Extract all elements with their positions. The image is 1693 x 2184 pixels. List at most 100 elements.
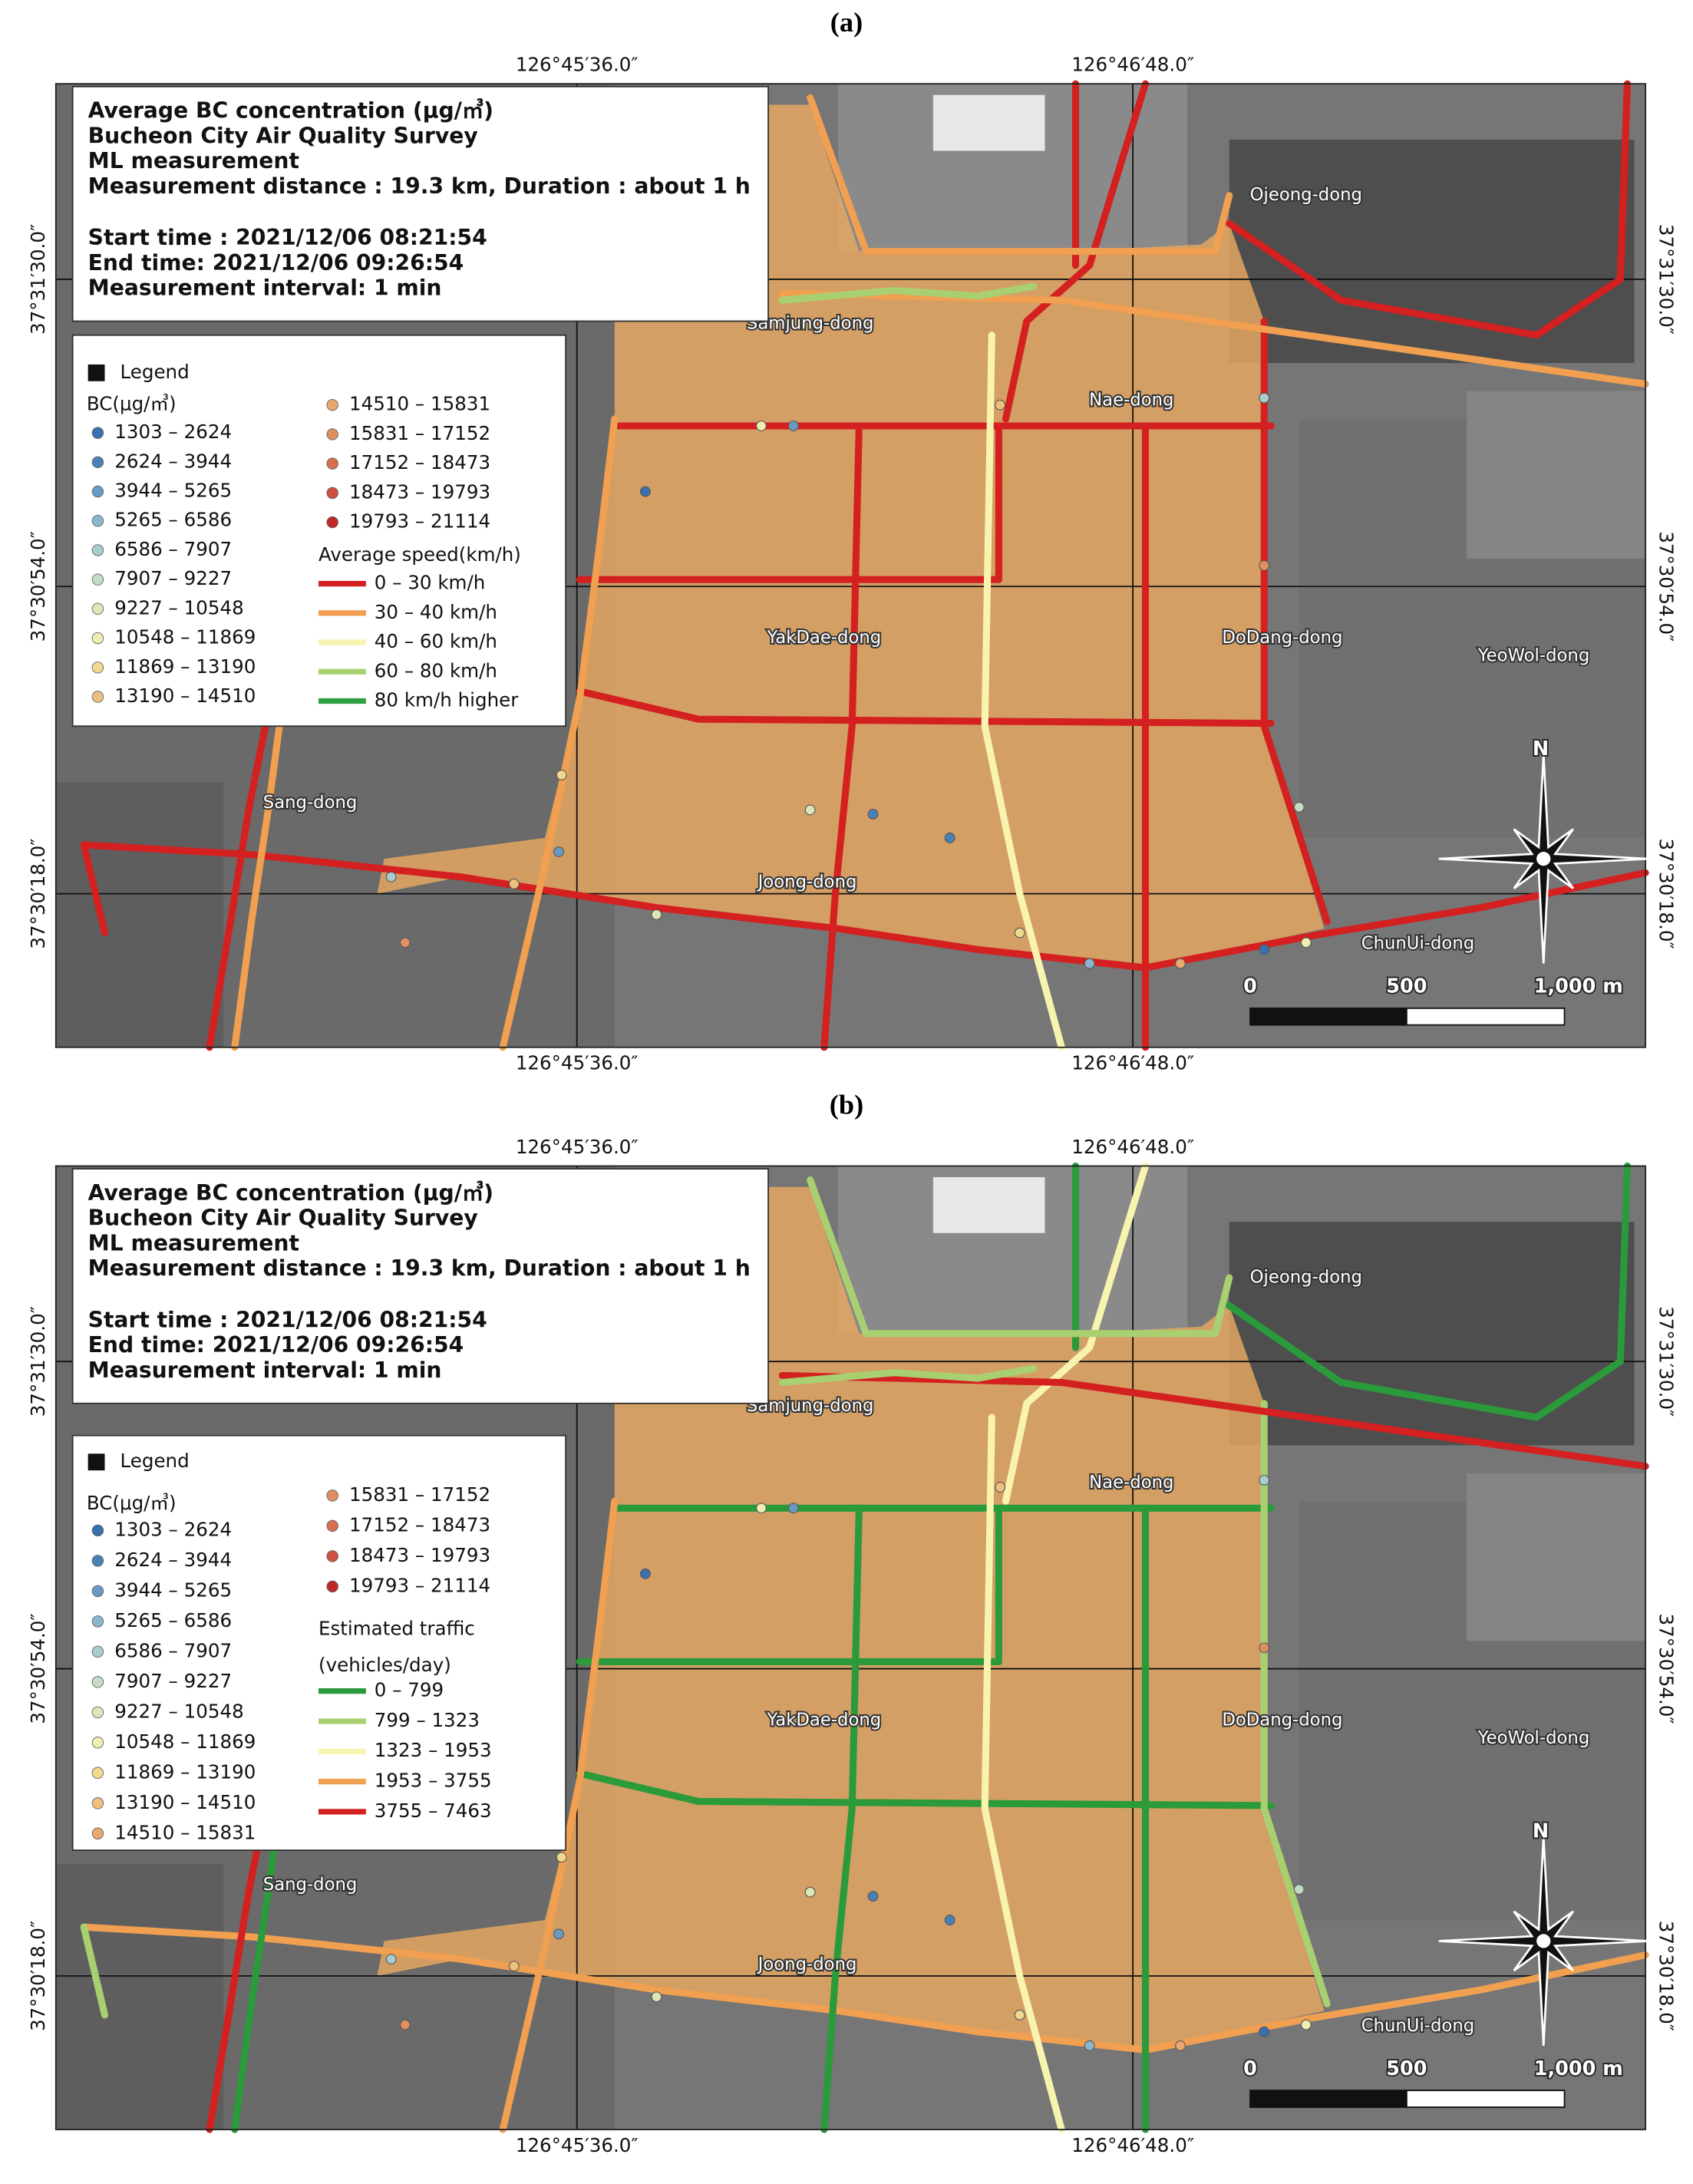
measurement-point — [867, 808, 879, 820]
road — [499, 415, 619, 1051]
legend-item: 0 – 30 km/h — [375, 572, 486, 594]
road — [1226, 80, 1632, 339]
legend-item: 15831 – 17152 — [349, 1483, 490, 1506]
latitude-label: 37°30′18.0″ — [1655, 839, 1678, 949]
longitude-label: 126°45′36.0″ — [516, 1136, 639, 1158]
measurement-point — [756, 1503, 767, 1514]
scale-bar — [1249, 1007, 1408, 1026]
legend-item: 18473 – 19793 — [349, 480, 490, 503]
compass-center — [1536, 1934, 1551, 1948]
legend-swatch — [91, 1615, 104, 1628]
legend-swatch — [91, 573, 104, 586]
longitude-label: 126°46′48.0″ — [1071, 2134, 1194, 2156]
place-name: Joong-dong — [757, 873, 857, 892]
legend-swatch — [91, 632, 104, 645]
legend-item: 9227 – 10548 — [114, 596, 243, 619]
info-line: Measurement interval: 1 min — [88, 275, 442, 301]
legend-item: 13190 – 14510 — [114, 1791, 256, 1813]
road — [778, 1364, 1038, 1387]
road — [778, 289, 1649, 388]
place-name: YakDae-dong — [767, 628, 882, 648]
legend-item: 19793 – 21114 — [349, 1574, 490, 1596]
legend-item: 1323 – 1953 — [375, 1739, 492, 1761]
legend-box — [71, 334, 567, 727]
terrain — [1467, 391, 1646, 559]
latitude-label: 37°31′30.0″ — [27, 1306, 49, 1417]
measurement-point — [385, 1954, 397, 1965]
road — [778, 282, 1038, 304]
place-name: Sang-dong — [263, 1875, 358, 1895]
measurement-point — [639, 1568, 651, 1579]
legend-item: 1953 – 3755 — [375, 1770, 492, 1792]
info-line: Bucheon City Air Quality Survey — [88, 1206, 478, 1231]
measurement-point — [787, 1503, 799, 1514]
building — [932, 94, 1045, 151]
scale-label: 0 — [1243, 2057, 1257, 2080]
road — [80, 841, 1649, 972]
latitude-label: 37°30′54.0″ — [1655, 1613, 1678, 1724]
measurement-point — [651, 1991, 662, 2003]
latitude-label: 37°31′30.0″ — [1655, 224, 1678, 335]
place-name: Ojeong-dong — [1250, 185, 1362, 205]
road — [1002, 80, 1150, 423]
terrain — [55, 782, 224, 1047]
legend-item: 3944 – 5265 — [114, 1579, 232, 1601]
legend-item: 7907 – 9227 — [114, 567, 232, 589]
measurement-point — [804, 1886, 816, 1898]
building — [932, 1177, 1045, 1233]
road — [778, 1371, 1649, 1470]
measurement-point — [1293, 801, 1305, 813]
legend-swatch — [91, 1797, 104, 1810]
info-line: Measurement interval: 1 min — [88, 1358, 442, 1383]
measurement-point — [995, 1482, 1006, 1493]
legend-swatch — [326, 428, 338, 440]
measurement-point — [399, 937, 411, 948]
bc-title: BC(μg/㎥) — [87, 1492, 177, 1514]
measurement-point — [995, 399, 1006, 411]
place-name: Nae-dong — [1089, 391, 1173, 411]
latitude-label: 37°30′18.0″ — [1655, 1921, 1678, 2031]
info-line: Average BC concentration (μg/㎥) — [88, 1180, 493, 1206]
legend-item: 19793 – 21114 — [349, 510, 490, 533]
measurement-point — [1014, 2009, 1025, 2021]
legend-item: 5265 – 6586 — [114, 509, 232, 531]
info-line: Measurement distance : 19.3 km, Duration… — [88, 1255, 751, 1281]
legend-item: 10548 – 11869 — [114, 626, 256, 648]
longitude-label: 126°45′36.0″ — [516, 54, 639, 76]
legend-swatch — [91, 602, 104, 615]
legend-item: 14510 – 15831 — [114, 1821, 256, 1843]
measurement-point — [385, 871, 397, 883]
legend-item: 30 – 40 km/h — [375, 601, 497, 623]
measurement-point — [1175, 958, 1186, 969]
terrain — [1229, 1222, 1635, 1446]
north-label: N — [1533, 737, 1549, 760]
north-label: N — [1533, 1819, 1549, 1843]
legend-item: 6586 – 7907 — [114, 538, 232, 560]
legend-item: 2624 – 3944 — [114, 450, 232, 472]
info-line: Start time : 2021/12/06 08:21:54 — [88, 225, 487, 250]
info-line: Bucheon City Air Quality Survey — [88, 123, 478, 148]
measurement-point — [508, 878, 520, 889]
info-line: Start time : 2021/12/06 08:21:54 — [88, 1307, 487, 1332]
latitude-label: 37°30′54.0″ — [27, 531, 49, 642]
legend-square — [87, 364, 105, 381]
road — [80, 1923, 109, 2019]
place-name: Nae-dong — [1089, 1473, 1173, 1493]
legend-swatch — [91, 661, 104, 674]
info-box — [71, 85, 769, 322]
legend-item: 40 – 60 km/h — [375, 630, 497, 652]
legend-item: 14510 – 15831 — [349, 393, 490, 415]
measurement-point — [1293, 1884, 1305, 1895]
measurement-point — [944, 832, 955, 843]
legend-item: 60 – 80 km/h — [375, 659, 497, 681]
road — [80, 1923, 1649, 2054]
legend-title: Legend — [120, 361, 190, 383]
road — [981, 1414, 1065, 2133]
legend-swatch — [91, 485, 104, 498]
measurement-point — [556, 770, 567, 780]
scale-bar — [1405, 1007, 1566, 1026]
legend-swatch — [326, 516, 338, 529]
measurement-point — [1300, 2019, 1312, 2031]
place-name: ChunUi-dong — [1361, 2016, 1474, 2036]
scale-label: 500 — [1386, 2057, 1427, 2080]
